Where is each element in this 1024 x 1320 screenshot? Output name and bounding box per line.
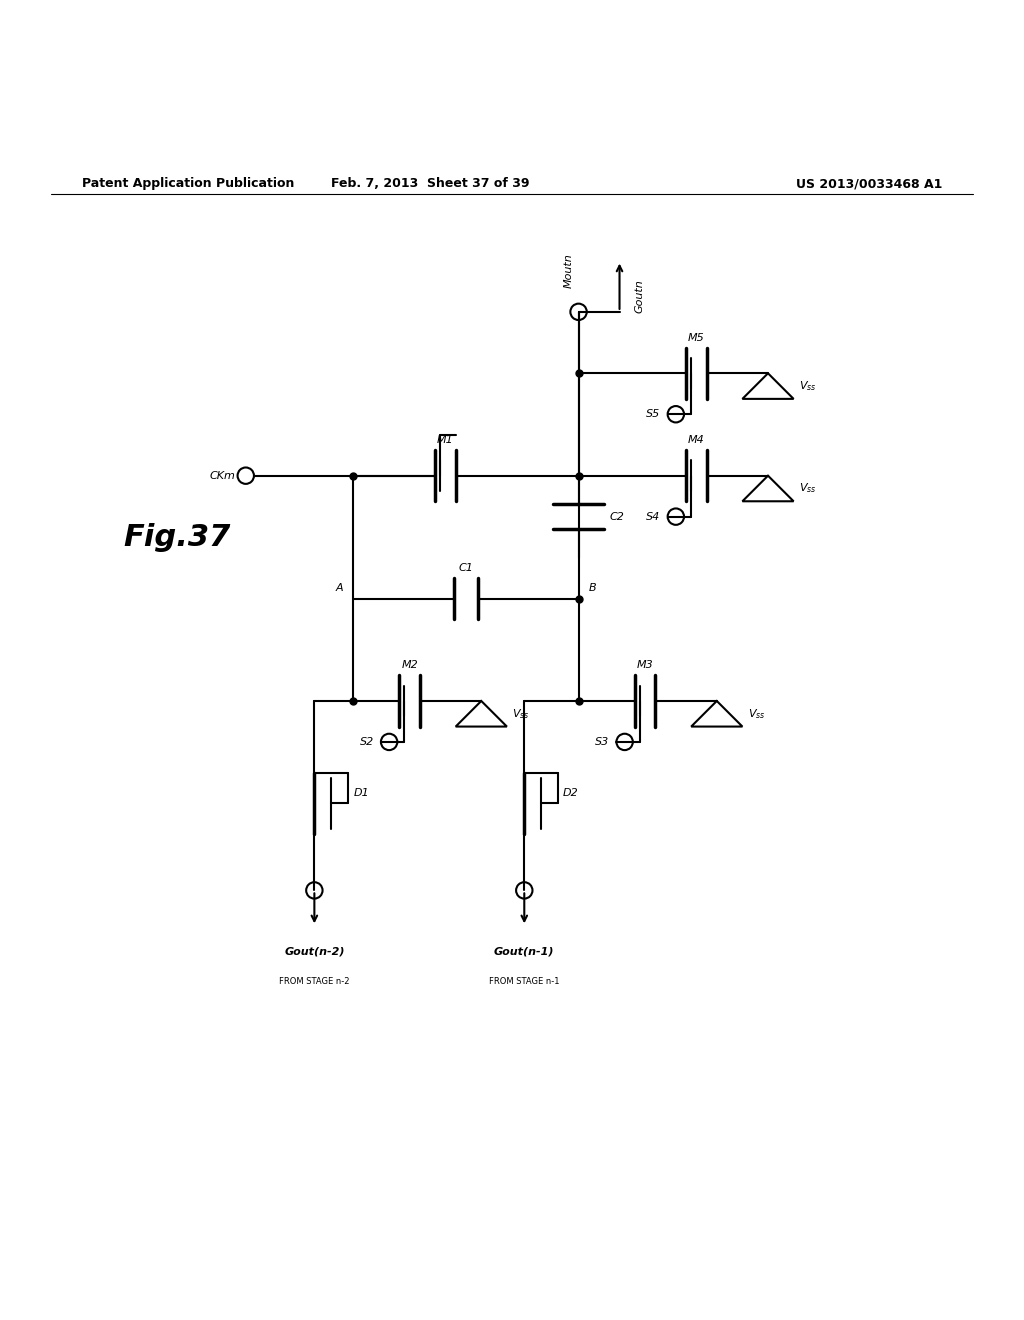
Text: Patent Application Publication: Patent Application Publication	[82, 177, 294, 190]
Text: Moutn: Moutn	[563, 253, 573, 288]
Text: D2: D2	[563, 788, 579, 799]
Text: $V_{ss}$: $V_{ss}$	[799, 379, 816, 393]
Text: C2: C2	[609, 512, 625, 521]
Text: S3: S3	[595, 737, 609, 747]
Text: S4: S4	[646, 512, 660, 521]
Text: Gout(n-2): Gout(n-2)	[284, 946, 345, 957]
Text: C1: C1	[459, 562, 473, 573]
Text: M5: M5	[688, 333, 705, 343]
Text: $V_{ss}$: $V_{ss}$	[748, 708, 765, 721]
Text: S5: S5	[646, 409, 660, 420]
Text: CKm: CKm	[210, 471, 236, 480]
Text: Fig.37: Fig.37	[123, 523, 230, 552]
Text: FROM STAGE n-2: FROM STAGE n-2	[280, 977, 349, 986]
Text: M2: M2	[401, 660, 418, 671]
Text: M3: M3	[637, 660, 653, 671]
Text: B: B	[589, 583, 596, 593]
Text: A: A	[336, 583, 343, 593]
Text: US 2013/0033468 A1: US 2013/0033468 A1	[796, 177, 942, 190]
Text: Gout(n-1): Gout(n-1)	[494, 946, 555, 957]
Text: Goutn: Goutn	[635, 280, 645, 313]
Text: M1: M1	[437, 436, 454, 445]
Text: S2: S2	[359, 737, 374, 747]
Text: FROM STAGE n-1: FROM STAGE n-1	[489, 977, 559, 986]
Text: Feb. 7, 2013  Sheet 37 of 39: Feb. 7, 2013 Sheet 37 of 39	[331, 177, 529, 190]
Text: D1: D1	[353, 788, 369, 799]
Text: M4: M4	[688, 436, 705, 445]
Text: $V_{ss}$: $V_{ss}$	[799, 482, 816, 495]
Text: $V_{ss}$: $V_{ss}$	[512, 708, 529, 721]
